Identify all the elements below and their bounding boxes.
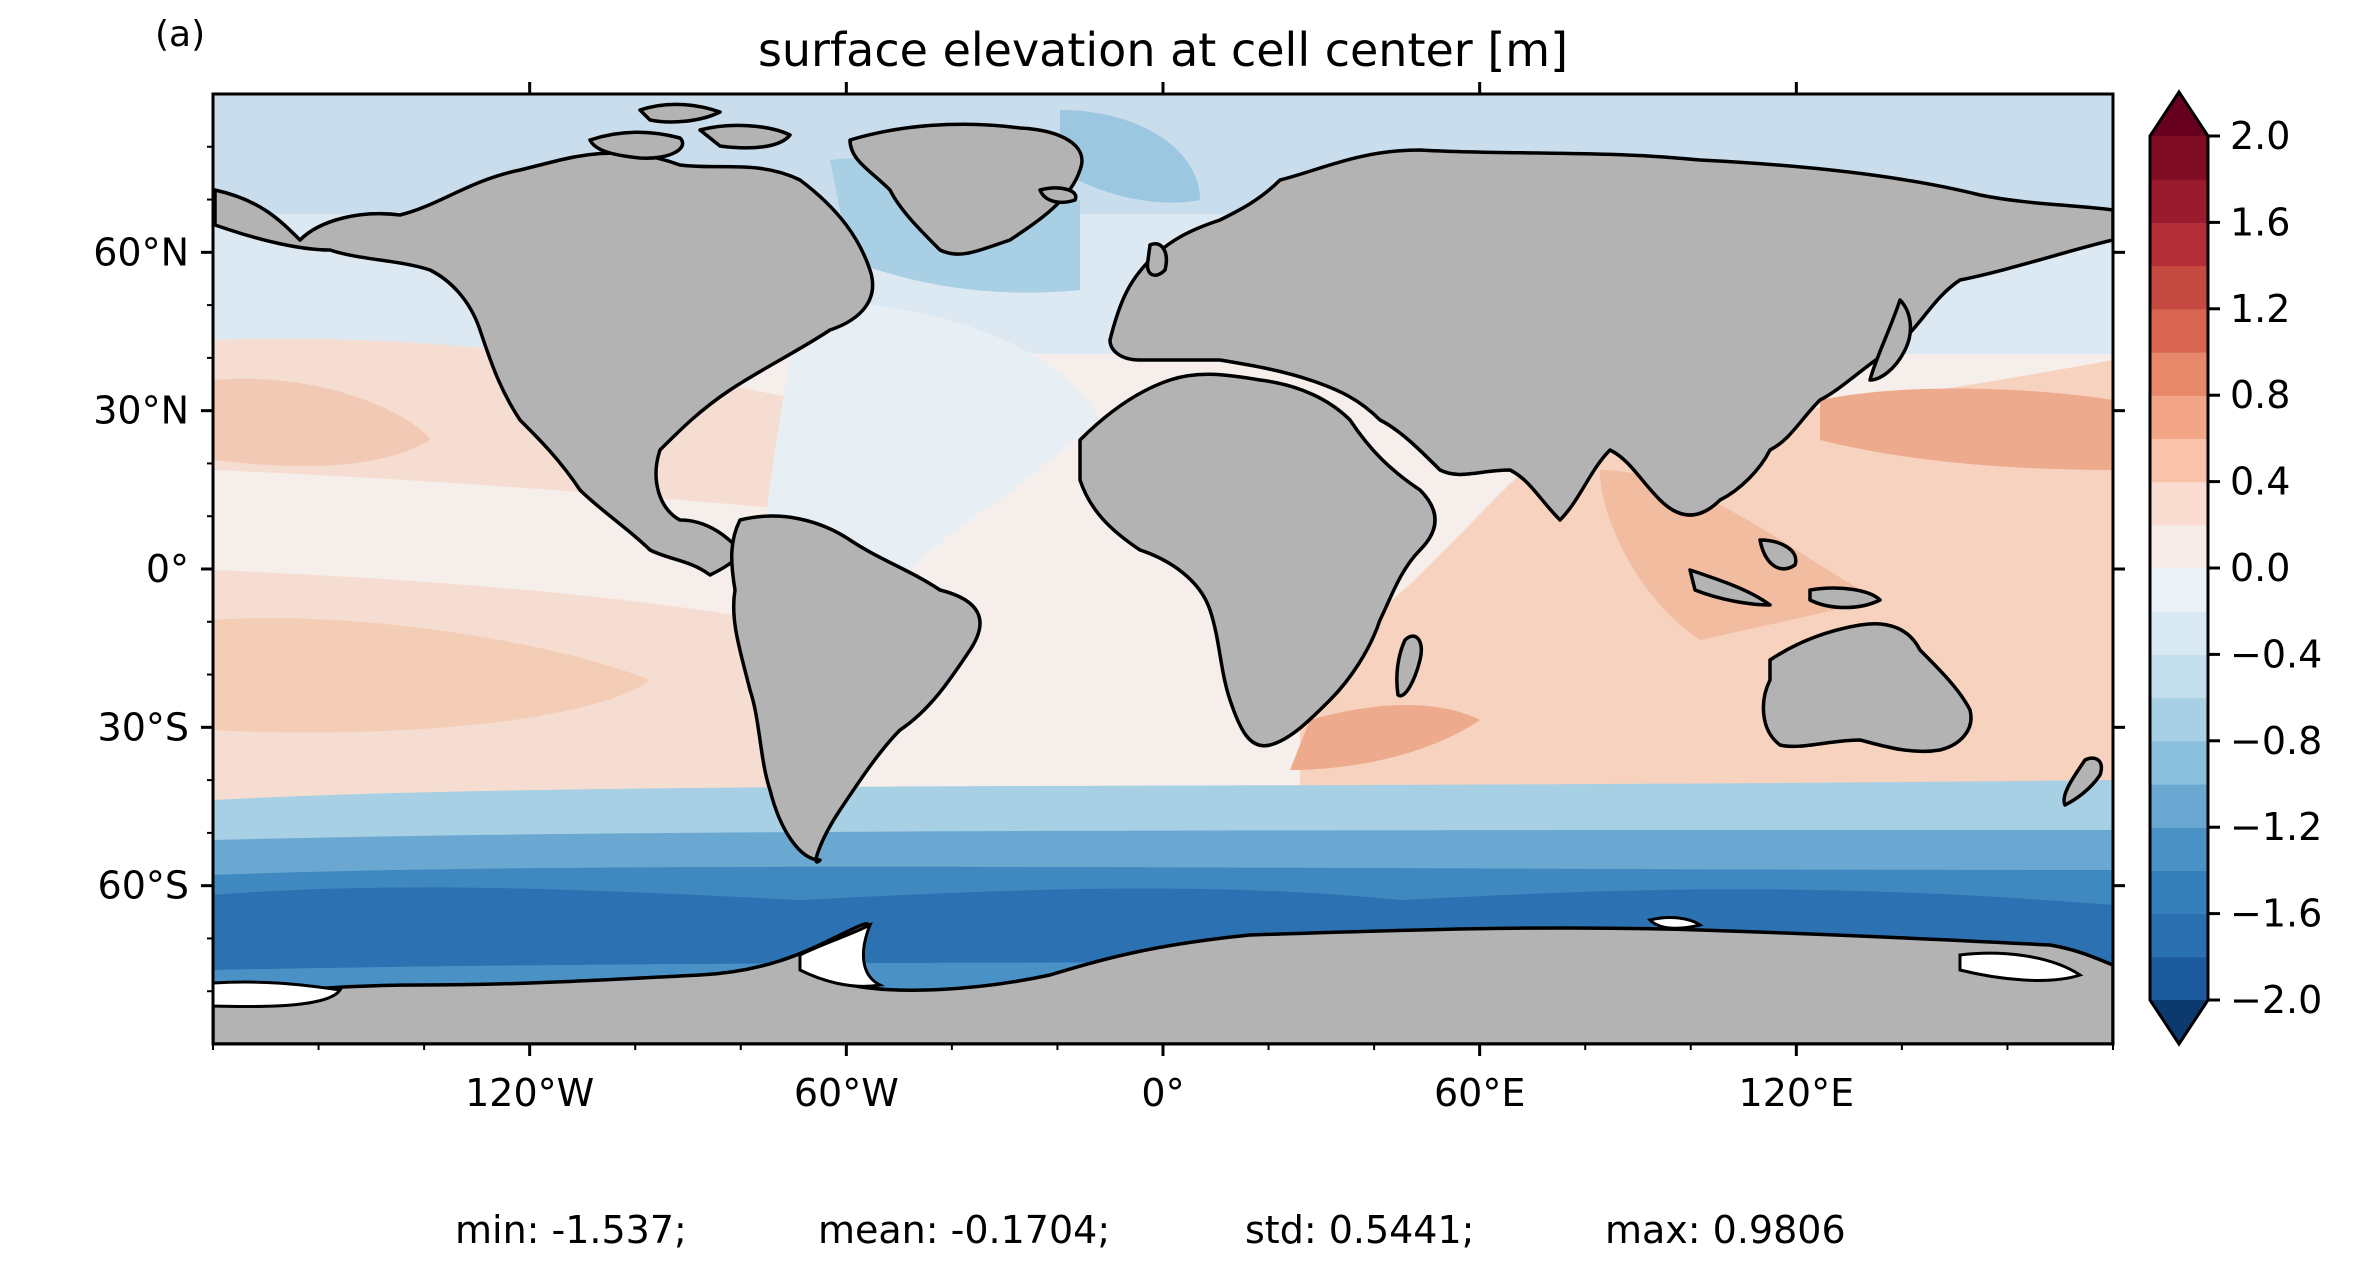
y-tick-label: 60°S xyxy=(98,864,189,908)
colorbar-tick-label: −1.2 xyxy=(2230,805,2322,849)
colorbar-tick-label: −1.6 xyxy=(2230,892,2322,936)
colorbar-bin xyxy=(2150,740,2208,785)
x-tick-label: 0° xyxy=(1141,1071,1184,1115)
stat-std: std: 0.5441; xyxy=(1245,1208,1474,1252)
x-tick-label: 120°W xyxy=(465,1071,594,1115)
land-masses xyxy=(213,102,2113,1044)
colorbar-bin xyxy=(2150,827,2208,871)
x-tick-label: 60°E xyxy=(1434,1071,1525,1115)
colorbar-bin xyxy=(2150,913,2208,958)
colorbar-bin xyxy=(2150,524,2208,569)
y-tick-label: 30°S xyxy=(98,705,189,749)
colorbar-bin xyxy=(2150,395,2208,439)
colorbar-tick-label: 1.6 xyxy=(2230,200,2290,244)
colorbar-bin xyxy=(2150,136,2208,180)
longitude-axis: 120°W 60°W 0° 60°E 120°E xyxy=(212,82,2114,1115)
colorbar-tick-label: 0.0 xyxy=(2230,546,2290,590)
colorbar-bin xyxy=(2150,611,2208,655)
colorbar-extend-min xyxy=(2150,1000,2208,1044)
panel-label: (a) xyxy=(155,14,205,55)
colorbar-bin xyxy=(2150,179,2208,223)
colorbar: 2.0 1.6 1.2 0.8 0.4 0.0 −0.4 −0.8 −1.2 −1.6 −2.0 xyxy=(2148,89,2322,1047)
colorbar-tick-label: 0.4 xyxy=(2230,460,2290,504)
x-tick-label: 120°E xyxy=(1739,1071,1855,1115)
colorbar-bin xyxy=(2150,265,2208,310)
colorbar-bin xyxy=(2150,654,2208,699)
colorbar-tick-label: 1.2 xyxy=(2230,287,2290,331)
colorbar-bin xyxy=(2150,697,2208,742)
colorbar-bin xyxy=(2150,568,2208,612)
y-tick-label: 30°N xyxy=(93,389,189,433)
stat-max: max: 0.9806 xyxy=(1605,1208,1846,1252)
stat-mean: mean: -0.1704; xyxy=(818,1208,1110,1252)
colorbar-bin xyxy=(2150,222,2208,267)
map-title: surface elevation at cell center [m] xyxy=(758,23,1568,77)
colorbar-extend-max xyxy=(2150,92,2208,136)
colorbar-bin xyxy=(2150,481,2208,526)
colorbar-tick-label: −0.8 xyxy=(2230,719,2322,763)
latitude-axis: 60°N 30°N 0° 30°S 60°S xyxy=(93,145,2125,993)
colorbar-bin xyxy=(2150,438,2208,483)
colorbar-bin xyxy=(2150,784,2208,828)
colorbar-bin xyxy=(2150,308,2208,353)
y-tick-label: 0° xyxy=(146,547,189,591)
stat-min: min: -1.537; xyxy=(455,1208,687,1252)
colorbar-bin xyxy=(2150,352,2208,396)
map-panel xyxy=(213,94,2113,1044)
colorbar-tick-label: 2.0 xyxy=(2230,114,2290,158)
colorbar-bin xyxy=(2150,956,2208,1001)
x-tick-label: 60°W xyxy=(794,1071,899,1115)
colorbar-tick-label: −0.4 xyxy=(2230,632,2322,676)
colorbar-bin xyxy=(2150,870,2208,915)
y-tick-label: 60°N xyxy=(93,230,189,274)
colorbar-tick-label: 0.8 xyxy=(2230,373,2290,417)
colorbar-tick-label: −2.0 xyxy=(2230,978,2322,1022)
ice-shelves xyxy=(213,916,2084,1009)
